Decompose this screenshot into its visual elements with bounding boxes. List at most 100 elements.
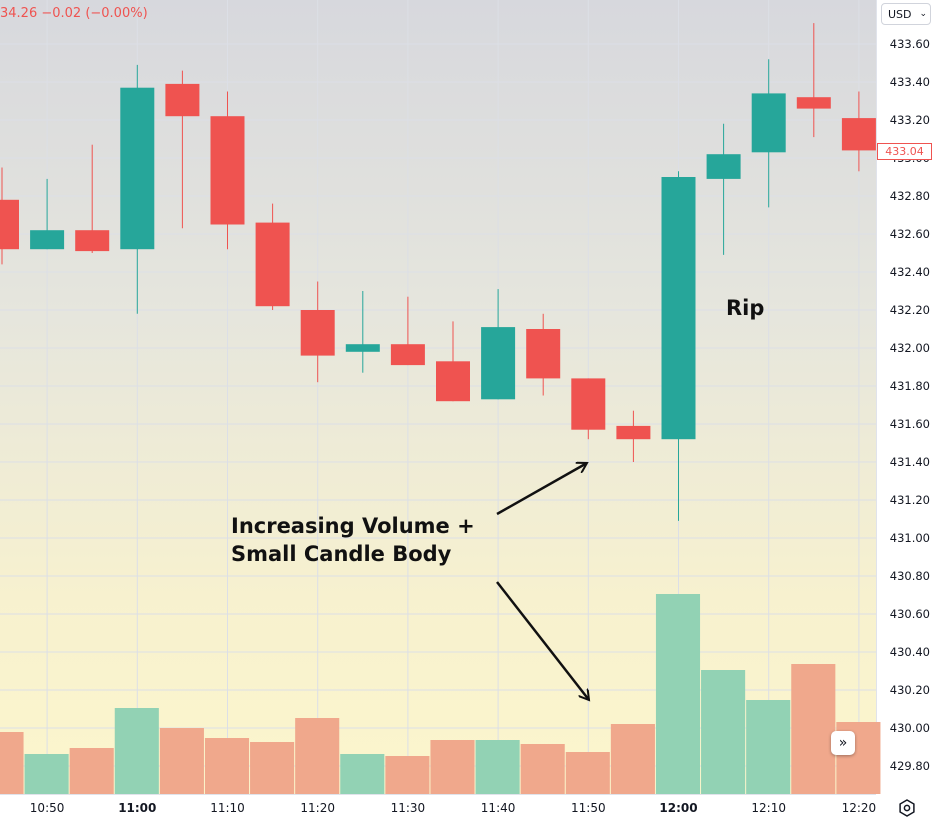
candle[interactable] (120, 64, 155, 314)
volume-bar (69, 748, 114, 794)
price-tick-label: 433.40 (890, 75, 930, 89)
volume-bar (159, 728, 204, 794)
candle[interactable] (300, 281, 335, 383)
price-tick-label: 431.20 (890, 493, 930, 507)
annotation-rip: Rip (726, 296, 765, 320)
candle[interactable] (706, 123, 741, 255)
candle-body (345, 344, 380, 352)
price-tick-label: 430.40 (890, 645, 930, 659)
currency-label: USD (888, 7, 912, 21)
double-chevron-right-icon: » (838, 735, 848, 751)
axis-corner (876, 794, 936, 821)
price-axis[interactable] (876, 0, 936, 794)
volume-bar (791, 664, 836, 794)
time-axis[interactable] (0, 794, 876, 822)
volume-bar (114, 708, 159, 794)
price-tick-label: 433.60 (890, 37, 930, 51)
candle[interactable] (526, 313, 561, 396)
candle[interactable] (30, 178, 65, 250)
candle[interactable] (796, 23, 831, 138)
time-tick-label: 12:00 (659, 801, 697, 815)
price-tick-label: 433.20 (890, 113, 930, 127)
annotation-volume: Increasing Volume + Small Candle Body (231, 512, 475, 568)
chevron-down-icon: ⌄ (919, 9, 928, 19)
time-tick-label: 10:50 (30, 801, 65, 815)
volume-bar (610, 724, 655, 794)
annotation-arrow-upper (496, 463, 587, 516)
candle-body (120, 87, 155, 250)
time-tick-label: 11:20 (300, 801, 335, 815)
candle-body (841, 118, 876, 151)
candle[interactable] (210, 91, 245, 250)
candle[interactable] (436, 321, 470, 402)
time-tick-label: 12:10 (751, 801, 786, 815)
candle-body (0, 199, 19, 250)
price-tick-label: 431.00 (890, 531, 930, 545)
candle-body (300, 310, 335, 356)
candle[interactable] (751, 59, 786, 208)
candle[interactable] (0, 167, 19, 265)
price-tick-label: 432.80 (890, 189, 930, 203)
candle[interactable] (481, 289, 516, 400)
price-tick-label: 430.80 (890, 569, 930, 583)
annotation-arrow-lower (496, 581, 589, 700)
candle-body (436, 361, 470, 402)
volume-bar (295, 718, 340, 794)
last-price-label: 433.04 (877, 143, 932, 160)
candle-body (75, 230, 110, 252)
volume-bar (340, 754, 385, 794)
candle[interactable] (345, 291, 380, 373)
volume-bar (430, 740, 475, 794)
candle-body (751, 93, 786, 153)
candle-body (661, 177, 696, 440)
volume-bar (204, 738, 250, 794)
candle[interactable] (616, 410, 651, 462)
price-tick-label: 432.00 (890, 341, 930, 355)
candle[interactable] (255, 203, 290, 310)
candle[interactable] (841, 91, 876, 172)
time-tick-label: 11:10 (210, 801, 245, 815)
candle-body (796, 97, 831, 109)
candle[interactable] (661, 171, 696, 521)
candle-body (616, 425, 651, 440)
price-tick-label: 432.60 (890, 227, 930, 241)
candle[interactable] (165, 70, 200, 229)
candle-body (481, 327, 516, 400)
volume-bar (250, 742, 295, 794)
price-tick-label: 431.40 (890, 455, 930, 469)
currency-selector[interactable]: USD ⌄ (881, 3, 931, 25)
candle-body (706, 154, 741, 179)
candle-body (30, 230, 65, 250)
price-tick-label: 431.80 (890, 379, 930, 393)
annotation-volume-line1: Increasing Volume + (231, 514, 475, 538)
price-tick-label: 431.60 (890, 417, 930, 431)
candle[interactable] (571, 378, 606, 440)
candle-body (165, 83, 200, 117)
time-tick-label: 12:20 (842, 801, 877, 815)
volume-bar (655, 594, 701, 794)
scroll-to-realtime-button[interactable]: » (831, 731, 855, 755)
price-tick-label: 430.20 (890, 683, 930, 697)
volume-bar (565, 752, 610, 794)
time-tick-label: 11:50 (571, 801, 606, 815)
price-tick-label: 430.00 (890, 721, 930, 735)
candle-body (526, 329, 561, 379)
candle-body (571, 378, 606, 430)
time-tick-label: 11:30 (391, 801, 426, 815)
volume-bar (520, 744, 565, 794)
volume-bar (746, 700, 791, 794)
volume-bar (701, 670, 746, 794)
candle[interactable] (75, 144, 110, 253)
symbol-legend: 34.26 −0.02 (−0.00%) (0, 6, 148, 21)
candle[interactable] (390, 296, 425, 366)
volume-bar (24, 754, 69, 794)
candle-body (210, 116, 245, 225)
time-tick-label: 11:40 (481, 801, 516, 815)
price-tick-label: 432.20 (890, 303, 930, 317)
candle-body (390, 344, 425, 366)
price-tick-label: 430.60 (890, 607, 930, 621)
price-tick-label: 429.80 (890, 759, 930, 773)
gear-icon[interactable] (897, 798, 917, 818)
